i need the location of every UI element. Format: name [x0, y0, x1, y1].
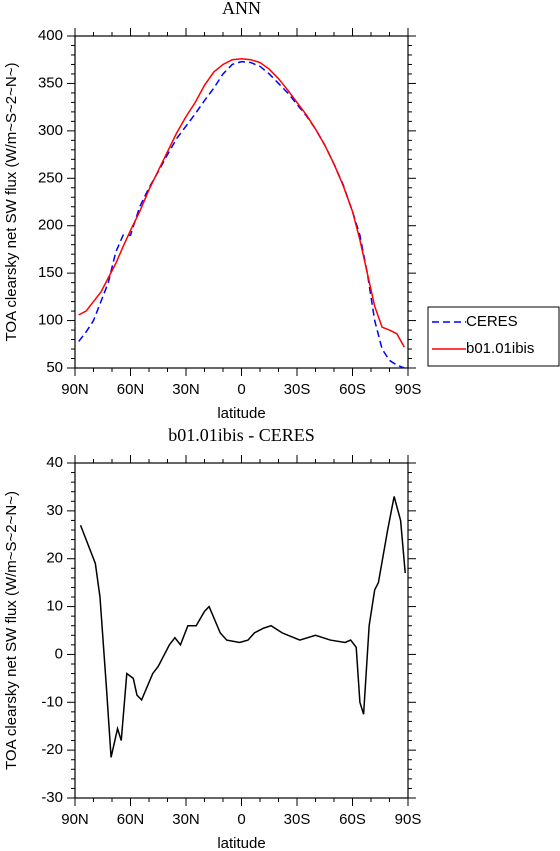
- x-tick-label: 90S: [395, 381, 422, 398]
- x-tick-label: 30S: [284, 811, 311, 828]
- y-axis-label: TOA clearsky net SW flux (W/m~S~2~N~): [3, 491, 20, 770]
- y-tick-label: 10: [46, 598, 63, 615]
- legend-label: CERES: [466, 313, 518, 330]
- y-tick-label: 100: [38, 312, 63, 329]
- x-axis-label: latitude: [217, 835, 265, 851]
- chart-title: ANN: [222, 0, 261, 18]
- x-tick-label: 60N: [117, 811, 145, 828]
- x-tick-label: 0: [237, 811, 245, 828]
- y-tick-label: 30: [46, 502, 63, 519]
- y-tick-label: -10: [41, 693, 63, 710]
- legend-box: [427, 306, 560, 367]
- legend: CERES b01.01ibis: [427, 306, 560, 367]
- chart-title: b01.01ibis - CERES: [168, 425, 315, 445]
- y-tick-label: 400: [38, 27, 63, 44]
- data-line: [78, 60, 405, 369]
- x-tick-label: 30N: [172, 811, 200, 828]
- y-tick-label: 0: [55, 645, 63, 662]
- plot-frame: [74, 462, 409, 799]
- x-tick-label: 30N: [172, 381, 200, 398]
- y-tick-label: 40: [46, 454, 63, 471]
- y-tick-label: -30: [41, 789, 63, 806]
- y-tick-label: 20: [46, 550, 63, 567]
- x-tick-label: 90S: [395, 811, 422, 828]
- x-tick-label: 60N: [117, 381, 145, 398]
- y-tick-label: 300: [38, 122, 63, 139]
- data-line: [78, 58, 405, 348]
- y-tick-label: 250: [38, 169, 63, 186]
- y-tick-label: 150: [38, 264, 63, 281]
- legend-label: b01.01ibis: [466, 340, 534, 357]
- x-tick-label: 30S: [284, 381, 311, 398]
- y-tick-label: -20: [41, 741, 63, 758]
- y-tick-label: 350: [38, 74, 63, 91]
- plot-frame: [74, 35, 409, 369]
- data-line: [79, 496, 406, 758]
- x-tick-label: 90N: [61, 381, 89, 398]
- x-tick-label: 90N: [61, 811, 89, 828]
- y-axis-label: TOA clearsky net SW flux (W/m~S~2~N~): [3, 63, 20, 342]
- x-axis-label: latitude: [217, 405, 265, 422]
- x-tick-label: 0: [237, 381, 245, 398]
- x-tick-label: 60S: [339, 381, 366, 398]
- y-tick-label: 50: [46, 359, 63, 376]
- y-tick-label: 200: [38, 217, 63, 234]
- x-tick-label: 60S: [339, 811, 366, 828]
